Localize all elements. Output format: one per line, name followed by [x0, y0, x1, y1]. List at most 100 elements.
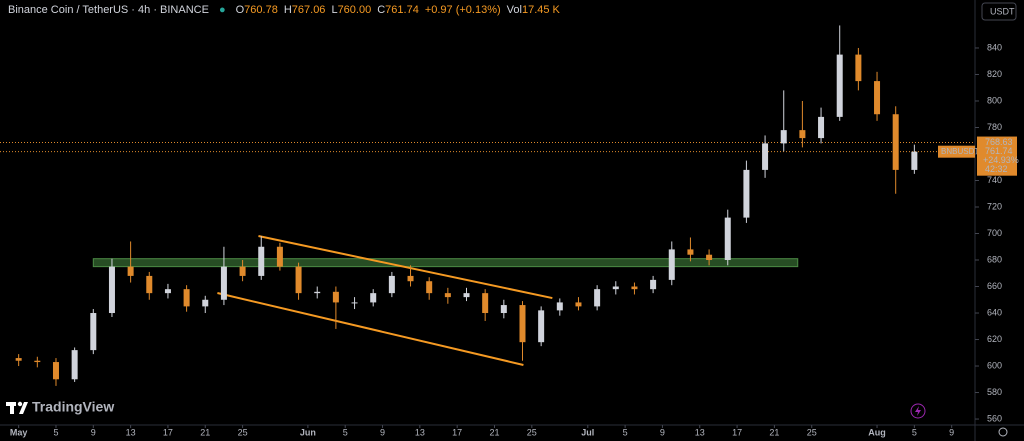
ohlc-item: C761.74 — [377, 4, 419, 16]
x-tick-label: 17 — [732, 427, 742, 437]
x-tick-label: 17 — [163, 427, 173, 437]
y-tick-label: 740 — [987, 175, 1002, 185]
currency-button[interactable] — [981, 2, 1017, 21]
symbol-badge — [938, 145, 975, 158]
price-badge — [977, 145, 1017, 176]
x-tick-label: 21 — [489, 427, 499, 437]
candle-body — [220, 266, 227, 300]
candle-body — [314, 291, 321, 294]
ohlc-label: C — [377, 4, 386, 16]
ohlc-item: H767.06 — [284, 4, 326, 16]
ohlc-value: 760.00 — [337, 4, 372, 16]
candle-body — [668, 249, 675, 280]
y-tick-label: 580 — [987, 387, 1002, 397]
candle-body — [370, 293, 377, 303]
candle-body — [762, 143, 769, 170]
y-tick-label: 620 — [987, 334, 1002, 344]
candle-body — [90, 313, 97, 351]
candle-body — [724, 217, 731, 261]
candle-body — [164, 289, 171, 294]
candle-body — [71, 350, 78, 380]
y-tick-label: 560 — [987, 413, 1002, 423]
y-tick-label: 780 — [987, 122, 1002, 132]
x-tick-label: May — [10, 427, 28, 437]
candle-body — [836, 54, 843, 117]
candle-body — [650, 279, 657, 290]
x-tick-label: 25 — [527, 427, 537, 437]
currency[interactable]: USDT — [990, 6, 1015, 16]
last-price-label: 761.74 — [985, 146, 1013, 156]
candle-body — [556, 302, 563, 311]
ohlc-value: 17.45 K — [521, 4, 560, 16]
ohlc-label: O — [235, 4, 245, 16]
ohlc-value: 760.78 — [244, 4, 278, 16]
ohlc-item: +0.97 (+0.13%) — [425, 4, 501, 16]
candle-body — [295, 266, 302, 294]
x-tick-label: 21 — [200, 427, 210, 437]
x-tick-label: 5 — [53, 427, 58, 437]
ohlc-label: H — [283, 4, 292, 16]
candle-body — [874, 81, 881, 115]
alert-icon[interactable] — [910, 403, 926, 419]
y-tick-label: 700 — [987, 228, 1002, 238]
ohlc-value: 761.74 — [385, 4, 419, 16]
channel-line — [258, 235, 553, 300]
y-tick-label: 600 — [987, 360, 1002, 370]
candle-body — [407, 275, 414, 282]
candle-body — [612, 286, 619, 290]
candle-body — [426, 281, 433, 294]
ohlc-item: Vol17.45 K — [507, 4, 560, 16]
symbol-title: Binance Coin / TetherUS · 4h · BINANCE — [8, 4, 209, 16]
candle-body — [687, 249, 694, 255]
ohlc-label: L — [331, 4, 338, 16]
y-tick-label: 840 — [987, 42, 1002, 52]
x-tick-label: 9 — [949, 427, 954, 437]
candle-body — [276, 246, 283, 267]
ohlc-value: +0.97 (+0.13%) — [424, 4, 501, 16]
ohlc-item: O760.78 — [236, 4, 278, 16]
x-tick-label: Jun — [300, 427, 316, 437]
candle-body — [855, 54, 862, 82]
support-zone — [92, 258, 799, 268]
high-price-label: 768.63 — [985, 137, 1013, 147]
candle-body — [780, 130, 787, 144]
x-tick-label: 5 — [623, 427, 628, 437]
candle-body — [332, 291, 339, 303]
y-tick-label: 800 — [987, 95, 1002, 105]
candle-body — [519, 305, 526, 343]
countdown-label: 42:32 — [985, 164, 1008, 174]
candle-body — [146, 275, 153, 294]
y-tick-label: 720 — [987, 201, 1002, 211]
candle-body — [52, 362, 59, 380]
x-tick-label: 13 — [695, 427, 705, 437]
symbol-label: BNBUSDT — [941, 147, 979, 156]
candle-body — [108, 266, 115, 314]
candle-body — [706, 254, 713, 261]
x-tick-label: Aug — [868, 427, 886, 437]
x-tick-label: 25 — [238, 427, 248, 437]
candle-body — [631, 286, 638, 290]
candle-body — [34, 360, 41, 363]
x-tick-label: 21 — [769, 427, 779, 437]
candle-body — [258, 246, 265, 276]
ohlc-value: 767.06 — [291, 4, 326, 16]
settings-icon[interactable] — [998, 427, 1008, 437]
candle-body — [239, 266, 246, 276]
candle-body — [482, 293, 489, 314]
change-label: +24.93% — [983, 155, 1019, 165]
candle-body — [388, 275, 395, 294]
status-dot: ● — [218, 4, 226, 16]
candle-body — [538, 310, 545, 343]
y-tick-label: 820 — [987, 69, 1002, 79]
price-badge — [977, 136, 1017, 149]
x-tick-label: 9 — [380, 427, 385, 437]
x-tick-label: Jul — [581, 427, 594, 437]
ohlc-item: L760.00 — [331, 4, 371, 16]
y-tick-label: 640 — [987, 307, 1002, 317]
y-tick-label: 680 — [987, 254, 1002, 264]
alert-icon[interactable] — [915, 406, 921, 416]
x-tick-label: 25 — [807, 427, 817, 437]
candle-body — [575, 302, 582, 307]
